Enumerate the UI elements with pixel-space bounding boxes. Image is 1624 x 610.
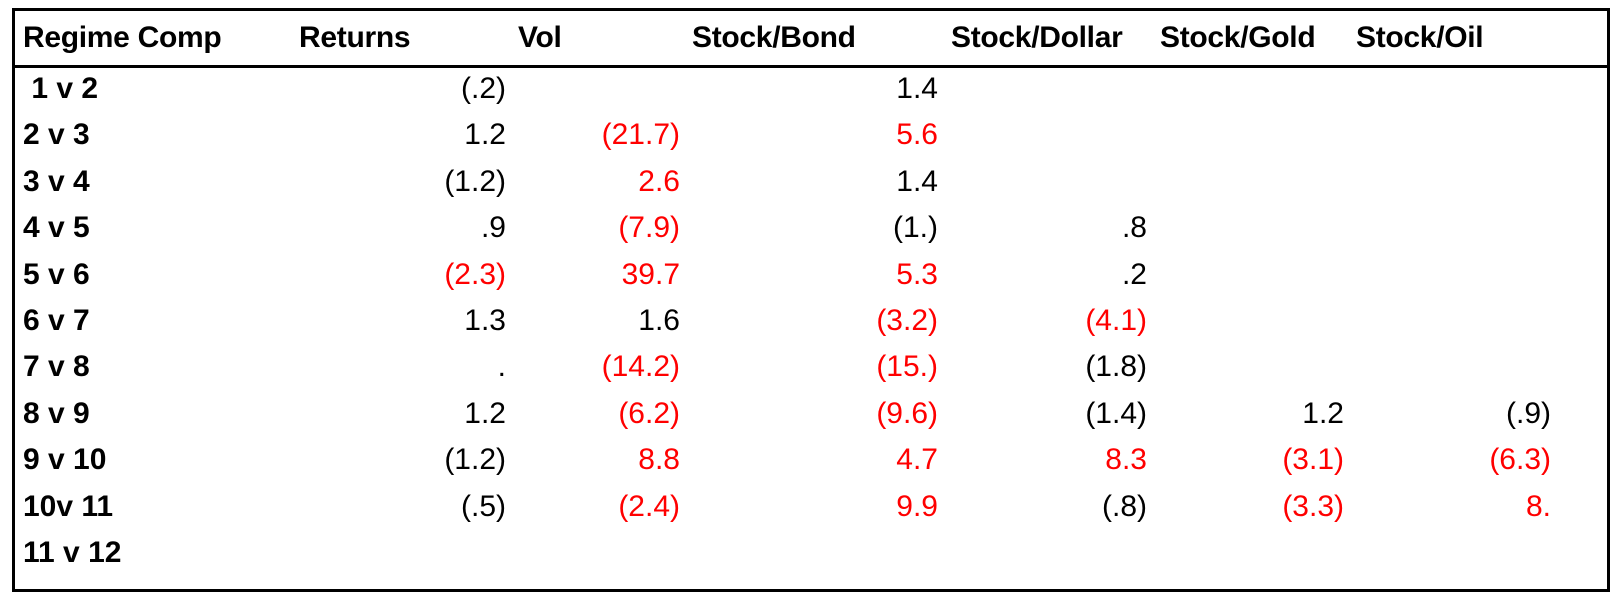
cell-stock-oil: (6.3) <box>1489 443 1551 477</box>
row-label: 7 v 8 <box>23 350 90 384</box>
header-stock-gold: Stock/Gold <box>1160 21 1316 54</box>
cell-stock-dollar: 8.3 <box>1105 443 1147 477</box>
cell-vol: 8.8 <box>638 443 680 477</box>
table-row: 8 v 9 1.2 (6.2) (9.6) (1.4) 1.2 (.9) <box>15 390 1607 438</box>
row-label: 2 v 3 <box>23 118 90 152</box>
cell-stock-bond: 4.7 <box>896 443 938 477</box>
row-label: 8 v 9 <box>23 396 90 430</box>
cell-stock-dollar: .8 <box>1121 211 1147 245</box>
cell-stock-bond: 5.3 <box>896 257 938 291</box>
cell-stock-bond: 1.4 <box>896 164 938 198</box>
cell-stock-bond: 9.9 <box>896 489 938 523</box>
cell-stock-gold: 1.2 <box>1302 396 1344 430</box>
cell-vol: (7.9) <box>618 211 680 245</box>
cell-stock-dollar: .2 <box>1121 257 1147 291</box>
cell-returns: 1.3 <box>464 304 506 337</box>
cell-returns: (1.2) <box>444 164 506 198</box>
row-label: 10v 11 <box>23 489 114 523</box>
cell-stock-bond: 1.4 <box>896 72 938 105</box>
table-row: 6 v 7 1.3 1.6 (3.2) (4.1) <box>15 297 1607 345</box>
cell-stock-oil: 8. <box>1525 489 1551 523</box>
cell-vol: (2.4) <box>618 489 680 523</box>
row-label: 3 v 4 <box>23 164 90 198</box>
header-regime-comp: Regime Comp <box>23 21 222 54</box>
cell-stock-dollar: (1.8) <box>1085 350 1147 384</box>
cell-stock-dollar: (4.1) <box>1085 304 1147 337</box>
row-label: 4 v 5 <box>23 211 90 245</box>
table-row: 10v 11 (.5) (2.4) 9.9 (.8) (3.3) 8. <box>15 483 1607 531</box>
cell-stock-dollar: (.8) <box>1102 489 1147 523</box>
row-label: 9 v 10 <box>23 443 107 477</box>
cell-returns: (.2) <box>461 72 506 105</box>
cell-returns: (1.2) <box>444 443 506 477</box>
row-label: 11 v 12 <box>23 536 122 569</box>
header-row: Regime Comp Returns Vol Stock/Bond Stock… <box>15 11 1607 68</box>
table-row: 1 v 2 (.2) 1.4 <box>15 65 1607 113</box>
cell-returns: (2.3) <box>444 257 506 291</box>
row-label: 5 v 6 <box>23 257 90 291</box>
header-vol: Vol <box>518 21 562 54</box>
cell-stock-bond: 5.6 <box>896 118 938 152</box>
cell-vol: 39.7 <box>621 257 680 291</box>
cell-stock-bond: (9.6) <box>876 396 938 430</box>
cell-stock-dollar: (1.4) <box>1085 396 1147 430</box>
cell-stock-bond: (3.2) <box>876 304 938 337</box>
cell-returns: (.5) <box>461 489 506 523</box>
cell-stock-bond: (1.) <box>893 211 938 245</box>
header-returns: Returns <box>299 21 411 54</box>
cell-stock-bond: (15.) <box>876 350 938 384</box>
cell-vol: (6.2) <box>618 396 680 430</box>
cell-stock-gold: (3.1) <box>1282 443 1344 477</box>
regime-comparison-table: Regime Comp Returns Vol Stock/Bond Stock… <box>12 8 1610 592</box>
cell-vol: (21.7) <box>601 118 680 152</box>
table-row: 5 v 6 (2.3) 39.7 5.3 .2 <box>15 251 1607 299</box>
cell-vol: (14.2) <box>601 350 680 384</box>
header-stock-bond: Stock/Bond <box>692 21 856 54</box>
row-label: 6 v 7 <box>23 304 90 337</box>
cell-returns: 1.2 <box>464 118 506 152</box>
table-row: 11 v 12 <box>15 529 1607 577</box>
table-row: 9 v 10 (1.2) 8.8 4.7 8.3 (3.1) (6.3) <box>15 436 1607 484</box>
cell-vol: 2.6 <box>638 164 680 198</box>
header-stock-dollar: Stock/Dollar <box>951 21 1123 54</box>
table-row: 7 v 8. (14.2) (15.) (1.8) <box>15 343 1607 391</box>
cell-returns: . <box>497 350 506 384</box>
table-row: 3 v 4 (1.2) 2.6 1.4 <box>15 158 1607 206</box>
row-label: 1 v 2 <box>23 72 99 105</box>
header-stock-oil: Stock/Oil <box>1356 21 1484 54</box>
cell-vol: 1.6 <box>638 304 680 337</box>
cell-stock-gold: (3.3) <box>1282 489 1344 523</box>
table-row: 4 v 5 .9 (7.9) (1.) .8 <box>15 204 1607 252</box>
cell-returns: .9 <box>480 211 506 245</box>
table-row: 2 v 3 1.2 (21.7) 5.6 <box>15 111 1607 159</box>
cell-returns: 1.2 <box>464 396 506 430</box>
cell-stock-oil: (.9) <box>1506 396 1551 430</box>
